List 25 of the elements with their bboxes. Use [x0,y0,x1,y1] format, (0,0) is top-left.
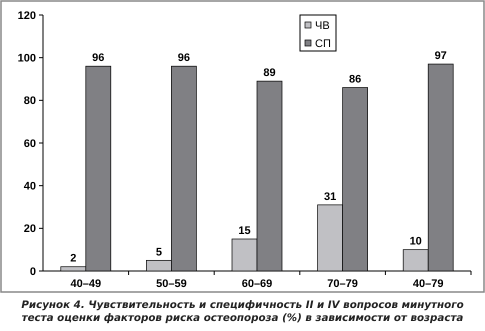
x-tick-label: 60–69 [242,278,272,290]
x-tick-label: 70–79 [327,278,358,290]
y-tick-label: 120 [18,10,36,22]
y-tick-label: 20 [24,223,36,236]
data-label: 89 [263,67,276,80]
legend-label: СП [315,38,331,50]
data-label: 10 [410,236,422,248]
y-tick-label: 100 [18,52,36,65]
data-label: 96 [92,52,104,64]
data-label: 96 [178,52,190,64]
y-tick-label: 60 [24,138,36,150]
data-label: 31 [324,190,336,203]
y-tick-label: 40 [24,180,36,193]
x-tick-label: 40–79 [412,278,444,290]
y-tick-label: 80 [24,95,36,108]
data-label: 2 [70,252,76,265]
data-label: 86 [348,74,362,86]
data-label: 5 [156,246,162,258]
legend-label: ЧВ [315,20,330,32]
y-tick-label: 0 [30,266,36,278]
x-tick-label: 50–59 [156,278,187,290]
x-tick-label: 40–49 [70,278,102,290]
text: Рисунок 4. Чувствительность и специфичность II и IV вопросов минутного теста оценки факторов риска остеопороза (%) в зависимости от возраста [20,299,465,325]
data-label: 97 [434,50,447,62]
data-label: 15 [238,225,251,237]
